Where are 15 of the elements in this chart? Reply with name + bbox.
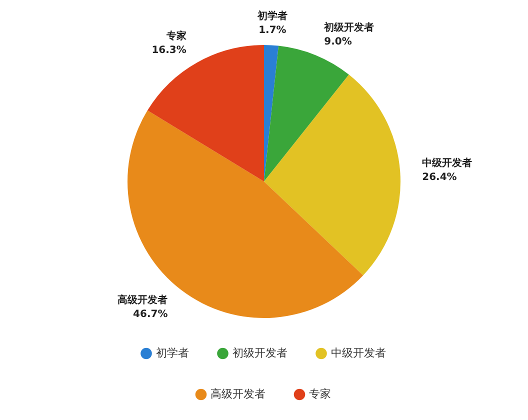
legend-label: 初级开发者 <box>232 346 288 360</box>
data-label: 1.7% <box>258 24 286 36</box>
slice-label: 初学者 <box>256 10 288 22</box>
data-label: 26.4% <box>422 172 457 183</box>
slice-label: 初级开发者 <box>323 21 374 34</box>
data-label: 16.3% <box>152 44 186 56</box>
legend-label: 中级开发者 <box>330 346 386 360</box>
data-label: 46.7% <box>133 309 168 320</box>
slice-label: 专家 <box>165 30 186 42</box>
legend-label: 专家 <box>309 387 331 400</box>
legend-label: 初学者 <box>156 346 189 360</box>
data-label: 9.0% <box>324 36 352 48</box>
slice-label: 高级开发者 <box>118 294 168 306</box>
slice-label: 中级开发者 <box>422 156 472 169</box>
legend-label: 高级开发者 <box>210 387 266 400</box>
